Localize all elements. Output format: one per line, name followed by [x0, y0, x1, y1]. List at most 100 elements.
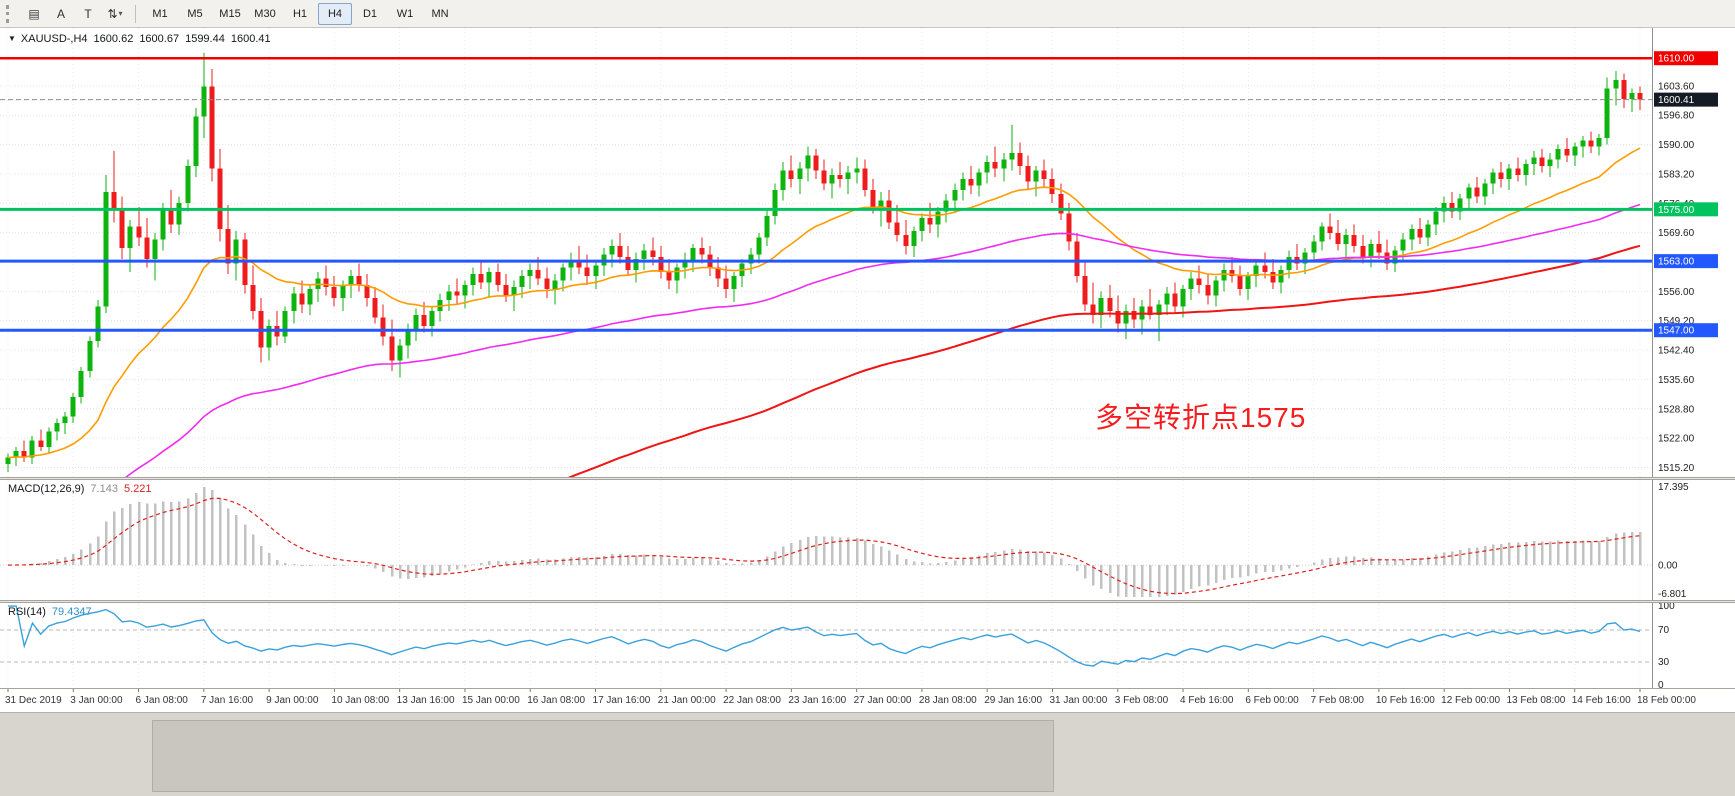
close-value: 1600.41 — [230, 33, 271, 45]
svg-text:1563.00: 1563.00 — [1658, 257, 1695, 268]
time-label: 17 Jan 16:00 — [593, 695, 651, 706]
timeframe-button-h4[interactable]: H4 — [318, 2, 352, 25]
bottom-bar-panel — [152, 720, 1054, 792]
time-label: 31 Dec 2019 — [5, 695, 62, 706]
price-axis-label: 1603.60 — [1658, 81, 1695, 92]
rsi-indicator-label: RSI(14) 79.4347 — [8, 606, 92, 618]
price-axis-label: 1515.20 — [1658, 463, 1695, 474]
svg-text:1600.41: 1600.41 — [1658, 95, 1695, 106]
low-value: 1599.44 — [185, 33, 225, 45]
rsi-axis-label: 0 — [1658, 680, 1664, 691]
time-label: 6 Jan 08:00 — [136, 695, 189, 706]
price-axis-label: 1528.80 — [1658, 404, 1695, 415]
timeframe-button-m30[interactable]: M30 — [254, 7, 276, 20]
time-label: 4 Feb 16:00 — [1180, 695, 1234, 706]
timeframe-button-m15[interactable]: M15 — [219, 7, 241, 20]
time-label: 6 Feb 00:00 — [1245, 695, 1299, 706]
macd-axis-label: -6.801 — [1658, 589, 1687, 600]
rsi-line — [8, 605, 1641, 667]
macd-main-value: 7.143 — [90, 483, 118, 495]
rsi-axis-label: 30 — [1658, 657, 1670, 668]
price-badge-1563.00: 1563.00 — [1654, 254, 1718, 269]
time-label: 7 Jan 16:00 — [201, 695, 254, 706]
macd-axis-label: 17.395 — [1658, 482, 1689, 493]
charts-grid-button[interactable]: ▤ — [28, 6, 40, 21]
timeframe-button-m5[interactable]: M5 — [187, 7, 203, 20]
timeframe-button-h1[interactable]: H1 — [292, 7, 308, 20]
time-label: 10 Jan 08:00 — [331, 695, 389, 706]
time-label: 16 Jan 08:00 — [527, 695, 585, 706]
current-price-badge: 1600.41 — [1654, 92, 1718, 107]
time-label: 14 Feb 16:00 — [1572, 695, 1631, 706]
macd-histogram — [14, 486, 1642, 597]
svg-text:1610.00: 1610.00 — [1658, 54, 1695, 65]
timeframe-button-mn[interactable]: MN — [431, 7, 449, 20]
price-axis-label: 1590.00 — [1658, 140, 1695, 151]
time-label: 13 Jan 16:00 — [397, 695, 455, 706]
price-axis-label: 1569.60 — [1658, 228, 1695, 239]
price-axis-label: 1549.20 — [1658, 316, 1695, 327]
svg-text:1547.00: 1547.00 — [1658, 326, 1695, 337]
time-label: 18 Feb 00:00 — [1637, 695, 1696, 706]
ema-slow-line — [567, 244, 1641, 477]
price-axis-label: 1583.20 — [1658, 169, 1695, 180]
rsi-value: 79.4347 — [51, 606, 92, 618]
symbol-ohlc-readout: ▼ XAUUSD-,H4 1600.62 1600.67 1599.44 1600.41 — [8, 33, 271, 45]
high-value: 1600.67 — [139, 33, 180, 45]
bottom-bar — [0, 712, 1735, 796]
price-axis-label: 1522.00 — [1658, 434, 1695, 445]
macd-axis-label: 0.00 — [1658, 561, 1678, 572]
pane-separator[interactable] — [0, 600, 1735, 603]
tool-button-group: ▤ A T ⇅ ▾ — [21, 2, 128, 26]
svg-text:1575.00: 1575.00 — [1658, 205, 1695, 216]
price-badge-1547.00: 1547.00 — [1654, 323, 1718, 338]
time-label: 3 Jan 00:00 — [70, 695, 123, 706]
candlestick-series — [5, 53, 1643, 472]
rsi-axis-label: 100 — [1658, 601, 1675, 612]
macd-indicator-label: MACD(12,26,9) 7.143 5.221 — [8, 483, 151, 495]
time-label: 23 Jan 16:00 — [788, 695, 846, 706]
time-axis: 31 Dec 2019 3 Jan 00:00 6 Jan 08:00 7 Jan 1… — [5, 688, 1696, 706]
toolbar: ▤ A T ⇅ ▾ M1 M5 M15 M30 H1 H4 D1 W1 MN — [0, 0, 1735, 28]
chart-annotation-text: 多空转折点1575 — [1095, 402, 1307, 433]
time-label: 12 Feb 00:00 — [1441, 695, 1500, 706]
toolbar-grip-icon[interactable] — [6, 4, 14, 23]
price-badge-1610.00: 1610.00 — [1654, 51, 1718, 66]
time-label: 10 Feb 16:00 — [1376, 695, 1435, 706]
rsi-name: RSI(14) — [8, 606, 46, 618]
time-label: 31 Jan 00:00 — [1049, 695, 1107, 706]
time-label: 27 Jan 00:00 — [854, 695, 912, 706]
time-label: 9 Jan 00:00 — [266, 695, 319, 706]
price-axis-label: 1556.00 — [1658, 287, 1695, 298]
time-label: 28 Jan 08:00 — [919, 695, 977, 706]
time-label: 15 Jan 00:00 — [462, 695, 520, 706]
rsi-axis-label: 70 — [1658, 625, 1670, 636]
time-label: 7 Feb 08:00 — [1311, 695, 1365, 706]
price-axis-label: 1596.80 — [1658, 111, 1695, 122]
ema-mid-line — [125, 203, 1641, 477]
time-label: 22 Jan 08:00 — [723, 695, 781, 706]
price-axis-label: 1535.60 — [1658, 375, 1695, 386]
text-tool-button[interactable]: T — [84, 6, 92, 21]
time-label: 13 Feb 08:00 — [1506, 695, 1565, 706]
timeframe-button-m1[interactable]: M1 — [152, 7, 168, 20]
timeframe-button-group: M1 M5 M15 M30 H1 H4 D1 W1 MN — [143, 2, 457, 25]
chart-canvas[interactable]: 1603.601596.801590.001583.201576.401569.… — [0, 28, 1735, 712]
macd-name: MACD(12,26,9) — [8, 483, 85, 495]
toolbar-separator — [135, 4, 136, 23]
timeframe-button-d1[interactable]: D1 — [362, 7, 378, 20]
symbol-name: XAUUSD-,H4 — [20, 33, 88, 45]
time-label: 3 Feb 08:00 — [1115, 695, 1169, 706]
cursor-tool-button[interactable]: A — [56, 6, 65, 21]
scale-tool-button[interactable]: ⇅ ▾ — [107, 6, 123, 21]
open-value: 1600.62 — [93, 33, 134, 45]
one-click-trading-toggle[interactable]: ▼ — [8, 34, 16, 43]
price-badge-1575.00: 1575.00 — [1654, 202, 1718, 217]
time-label: 21 Jan 00:00 — [658, 695, 716, 706]
timeframe-button-w1[interactable]: W1 — [396, 7, 414, 20]
pane-separator[interactable] — [0, 477, 1735, 480]
macd-signal-value: 5.221 — [123, 483, 152, 495]
time-label: 29 Jan 16:00 — [984, 695, 1042, 706]
dropdown-caret-icon: ▾ — [118, 9, 123, 18]
